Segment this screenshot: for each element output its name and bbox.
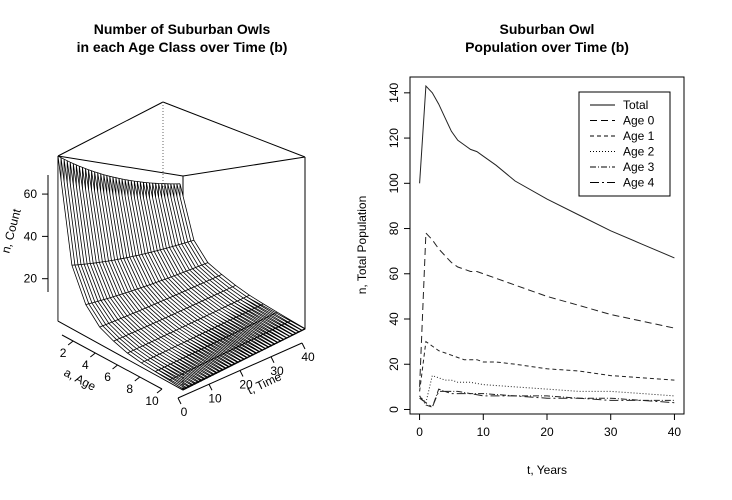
z-axis-ticks: 20 40 60	[24, 187, 48, 286]
x-tick-mark	[90, 352, 96, 358]
y-tick-label: 30	[270, 364, 284, 378]
y-axis-ticks: 0 10 20 30 40	[177, 342, 315, 419]
surface-chart: Number of Suburban Owls in each Age Clas…	[0, 21, 315, 419]
y-axis-ticks: 0 20 40 60 80 100 120 140	[387, 83, 410, 413]
box-front-top-left	[57, 155, 184, 177]
y-tick-label: 0	[181, 405, 188, 419]
y-tick-label: 20	[239, 378, 253, 392]
series-line-total	[419, 84, 675, 259]
y-tick-mark	[270, 356, 275, 363]
legend-label: Age 3	[623, 160, 655, 174]
legend-label: Age 1	[623, 129, 655, 143]
z-axis-label: n, Count	[0, 207, 24, 255]
series-line-age-2	[419, 374, 675, 404]
y-tick-mark	[301, 342, 306, 350]
line-title-line-2: Population over Time (b)	[465, 39, 629, 55]
legend-label: Total	[623, 98, 648, 112]
surface-age-line	[141, 303, 264, 364]
x-tick-mark	[134, 376, 141, 382]
y-tick-label: 0	[387, 406, 401, 413]
y-axis-label: t, Time	[245, 369, 284, 397]
series-line-age-1	[419, 340, 675, 392]
surface-age-line	[127, 294, 250, 354]
x-tick-mark	[67, 340, 74, 346]
surface-age-line	[99, 274, 222, 328]
z-tick-label: 60	[24, 187, 38, 201]
y-tick-label: 120	[387, 128, 401, 148]
y-tick-mark	[208, 384, 213, 391]
surface-age-line	[71, 239, 195, 266]
y-tick-label: 20	[387, 357, 401, 371]
y-tick-mark	[177, 397, 182, 405]
y-tick-mark	[239, 370, 244, 377]
y-tick-label: 10	[208, 391, 222, 405]
legend-label: Age 2	[623, 145, 655, 159]
y-tick-label: 60	[387, 267, 401, 281]
y-tick-label: 40	[301, 350, 315, 364]
surface-title-line-1: Number of Suburban Owls	[94, 21, 271, 37]
x-tick-mark	[112, 364, 118, 370]
y-tick-label: 80	[387, 222, 401, 236]
x-tick-label: 10	[145, 394, 159, 408]
z-tick-label: 40	[24, 229, 38, 243]
legend-label: Age 4	[623, 176, 655, 190]
x-axis-label: a, Age	[62, 365, 99, 393]
series-lines	[419, 84, 675, 408]
surface-title-line-2: in each Age Class over Time (b)	[77, 39, 288, 55]
box-back-top-right	[162, 101, 306, 158]
x-tick-label: 0	[416, 425, 423, 439]
surface-age-line	[155, 311, 278, 372]
x-tick-mark	[156, 388, 163, 394]
x-tick-label: 4	[82, 358, 89, 372]
surface-age-line	[57, 155, 181, 185]
line-title-line-1: Suburban Owl	[500, 21, 595, 37]
x-axis-label: t, Years	[527, 463, 567, 477]
x-tick-label: 8	[126, 382, 133, 396]
legend-label: Age 0	[623, 114, 655, 128]
x-axis-ticks: 0 10 20 30 40	[416, 414, 681, 439]
surface-age-line	[85, 262, 208, 305]
x-tick-label: 2	[60, 346, 67, 360]
x-tick-label: 20	[540, 425, 554, 439]
series-line-age-0	[419, 231, 675, 387]
legend-box	[578, 91, 671, 197]
x-tick-label: 30	[604, 425, 618, 439]
surface-age-line	[168, 320, 292, 381]
surface-age-line	[182, 328, 306, 390]
x-tick-label: 40	[668, 425, 682, 439]
box-front-top-right	[182, 156, 306, 177]
x-tick-label: 6	[104, 370, 111, 384]
y-tick-label: 100	[387, 173, 401, 193]
x-axis-ticks: 2 4 6 8 10	[60, 340, 163, 408]
surface-age-line	[113, 285, 236, 342]
y-axis-label: n, Total Population	[355, 196, 369, 295]
line-chart: Suburban Owl Population over Time (b) 0 1…	[355, 21, 685, 477]
y-tick-label: 40	[387, 312, 401, 326]
z-tick-label: 20	[24, 272, 38, 286]
box-back-top-left	[57, 101, 164, 157]
surface-mesh	[57, 155, 306, 391]
x-tick-label: 10	[477, 425, 491, 439]
x-axis-line	[61, 334, 163, 390]
y-tick-label: 140	[387, 83, 401, 103]
series-line-age-4	[419, 390, 675, 408]
